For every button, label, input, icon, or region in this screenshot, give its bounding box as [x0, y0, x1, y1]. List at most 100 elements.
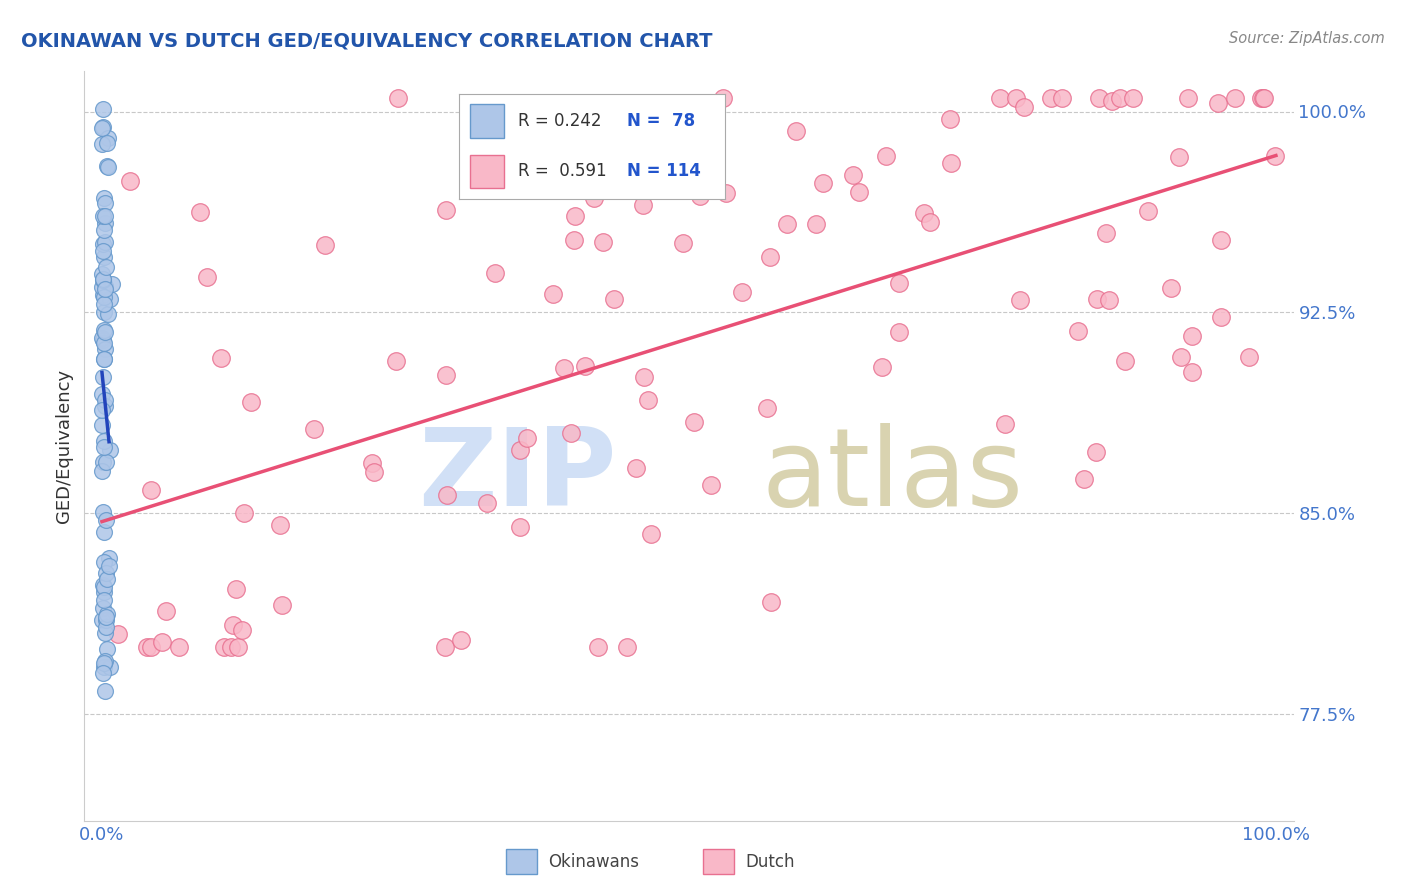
Point: [1170, 350, 1192, 364]
Point: [225, 582, 247, 596]
Point: [221, 640, 243, 654]
Point: [1073, 472, 1095, 486]
Point: [94, 625, 117, 640]
Point: [848, 186, 870, 200]
Point: [586, 640, 609, 654]
Point: [1160, 281, 1182, 295]
Point: [484, 266, 506, 280]
Point: [1206, 95, 1229, 110]
Point: [434, 640, 457, 654]
Point: [93, 305, 115, 319]
Point: [93, 120, 115, 134]
Point: [209, 351, 232, 365]
Point: [436, 488, 458, 502]
Point: [155, 604, 177, 618]
Point: [97, 160, 120, 174]
Point: [450, 633, 472, 648]
Text: atlas: atlas: [762, 423, 1024, 529]
Point: [93, 434, 115, 448]
Point: [91, 209, 114, 223]
Point: [93, 250, 115, 264]
Point: [91, 279, 114, 293]
Point: [806, 217, 828, 231]
Point: [583, 191, 606, 205]
Point: [811, 177, 834, 191]
Point: [93, 656, 115, 670]
Point: [91, 454, 114, 468]
Point: [94, 217, 117, 231]
Point: [672, 235, 695, 250]
Point: [91, 287, 114, 301]
Point: [581, 112, 603, 126]
Point: [96, 641, 118, 656]
Point: [842, 168, 865, 182]
Point: [553, 361, 575, 376]
Point: [541, 286, 564, 301]
Point: [785, 124, 807, 138]
Point: [1177, 91, 1199, 105]
Point: [91, 418, 114, 433]
Point: [93, 660, 115, 674]
Point: [1085, 293, 1108, 307]
Point: [94, 195, 117, 210]
Point: [938, 112, 960, 127]
Point: [188, 204, 211, 219]
Point: [711, 91, 734, 105]
Point: [94, 235, 117, 249]
Point: [94, 620, 117, 634]
Point: [574, 359, 596, 374]
Point: [755, 401, 778, 415]
Point: [1253, 91, 1275, 105]
Point: [1253, 91, 1275, 105]
Point: [91, 137, 114, 152]
Point: [1008, 293, 1031, 308]
Point: [93, 592, 115, 607]
Text: Dutch: Dutch: [745, 853, 794, 871]
Point: [1109, 91, 1132, 105]
Point: [1122, 91, 1144, 105]
Point: [360, 456, 382, 470]
Point: [509, 443, 531, 458]
Point: [93, 578, 115, 592]
Point: [98, 293, 121, 307]
Point: [387, 91, 409, 105]
Point: [141, 640, 163, 654]
Point: [93, 191, 115, 205]
Point: [91, 505, 114, 519]
Point: [993, 417, 1015, 431]
Point: [1223, 91, 1246, 105]
Point: [603, 292, 626, 306]
Point: [212, 640, 235, 654]
Point: [94, 279, 117, 293]
Point: [1180, 365, 1202, 379]
Point: [96, 610, 118, 624]
Point: [93, 223, 115, 237]
Point: [91, 333, 114, 347]
Point: [233, 506, 256, 520]
Point: [1098, 293, 1121, 308]
Point: [222, 617, 245, 632]
Point: [91, 237, 114, 252]
Point: [91, 267, 114, 281]
Point: [633, 370, 655, 384]
Text: ZIP: ZIP: [418, 423, 616, 529]
Point: [93, 399, 115, 413]
Point: [516, 431, 538, 445]
Y-axis label: GED/Equivalency: GED/Equivalency: [55, 369, 73, 523]
Point: [482, 160, 505, 174]
Point: [269, 518, 291, 533]
Point: [1114, 353, 1136, 368]
Point: [118, 174, 141, 188]
Point: [98, 559, 121, 574]
Point: [91, 331, 114, 345]
Point: [1101, 94, 1123, 108]
Point: [101, 277, 124, 291]
Point: [1211, 310, 1233, 324]
Point: [93, 440, 115, 454]
Point: [93, 291, 115, 305]
Point: [91, 464, 114, 478]
Point: [94, 260, 117, 275]
Point: [93, 297, 115, 311]
Point: [988, 91, 1011, 105]
Point: [592, 235, 614, 249]
